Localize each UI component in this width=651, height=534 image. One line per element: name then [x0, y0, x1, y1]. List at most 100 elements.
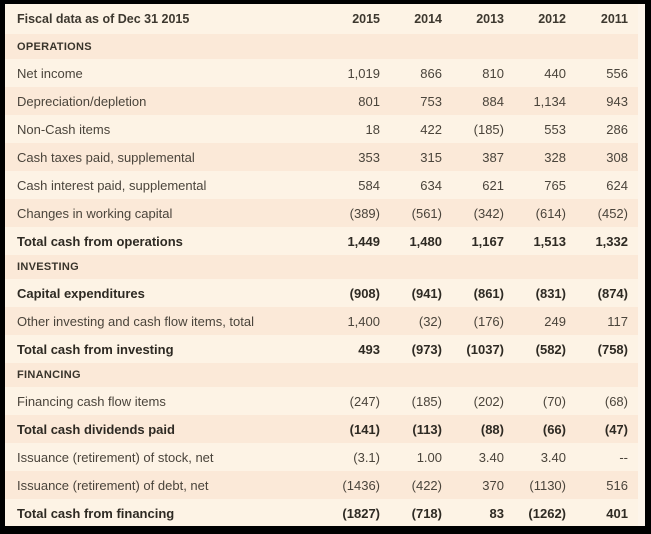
value-cell: 621	[482, 177, 504, 193]
row-label: Issuance (retirement) of stock, net	[17, 449, 214, 465]
value-cell: (141)	[349, 421, 380, 437]
value-cell: (861)	[473, 285, 504, 301]
report-title: Fiscal data as of Dec 31 2015	[17, 12, 190, 26]
value-cell: 3.40	[478, 449, 504, 465]
value-cell: 1,449	[347, 233, 380, 249]
value-cell: (389)	[349, 205, 380, 221]
value-cell: 18	[365, 121, 380, 137]
value-cell: 624	[606, 177, 628, 193]
section-header-operations: OPERATIONS	[5, 34, 645, 59]
value-cell: 1.00	[416, 449, 442, 465]
value-cell: (3.1)	[353, 449, 380, 465]
table-row-financing-items: Financing cash flow items (247) (185) (2…	[5, 387, 645, 415]
row-label: Changes in working capital	[17, 205, 173, 221]
row-label: Financing cash flow items	[17, 393, 166, 409]
value-cell: (941)	[411, 285, 442, 301]
value-cell: (831)	[535, 285, 566, 301]
row-label: Total cash dividends paid	[17, 421, 175, 437]
year-column-header: 2011	[600, 12, 628, 26]
value-cell: (47)	[604, 421, 628, 437]
value-cell: 308	[606, 149, 628, 165]
table-row-total-operations: Total cash from operations 1,449 1,480 1…	[5, 227, 645, 255]
table-row-total-dividends: Total cash dividends paid (141) (113) (8…	[5, 415, 645, 443]
value-cell: 1,480	[409, 233, 442, 249]
value-cell: (1436)	[342, 477, 380, 493]
value-cell: (452)	[597, 205, 628, 221]
table-row-total-financing: Total cash from financing (1827) (718) 8…	[5, 499, 645, 526]
value-cell: 943	[606, 93, 628, 109]
year-column-header: 2013	[476, 12, 504, 26]
year-column-header: 2014	[414, 12, 442, 26]
value-cell: (1037)	[466, 341, 504, 357]
value-cell: 753	[420, 93, 442, 109]
value-cell: (1262)	[528, 505, 566, 521]
value-cell: (113)	[412, 421, 442, 437]
value-cell: 117	[607, 313, 628, 329]
value-cell: 1,019	[347, 65, 380, 81]
value-cell: (185)	[473, 121, 504, 137]
row-label: Non-Cash items	[17, 121, 111, 137]
value-cell: (874)	[597, 285, 628, 301]
value-cell: 315	[420, 149, 442, 165]
value-cell: 387	[482, 149, 504, 165]
section-label: FINANCING	[17, 369, 81, 381]
value-cell: 401	[606, 505, 628, 521]
value-cell: (614)	[535, 205, 566, 221]
value-cell: 556	[606, 65, 628, 81]
value-cell: 3.40	[540, 449, 566, 465]
row-label: Total cash from operations	[17, 233, 183, 249]
value-cell: (202)	[473, 393, 504, 409]
value-cell: 370	[482, 477, 504, 493]
table-row-other-investing: Other investing and cash flow items, tot…	[5, 307, 645, 335]
value-cell: (70)	[542, 393, 566, 409]
value-cell: 634	[420, 177, 442, 193]
value-cell: (561)	[411, 205, 442, 221]
row-label: Other investing and cash flow items, tot…	[17, 313, 255, 329]
value-cell: (582)	[535, 341, 566, 357]
table-row-issuance-stock: Issuance (retirement) of stock, net (3.1…	[5, 443, 645, 471]
table-row-depreciation: Depreciation/depletion 801 753 884 1,134…	[5, 87, 645, 115]
table-row-net-income: Net income 1,019 866 810 440 556	[5, 59, 645, 87]
value-cell: (247)	[349, 393, 380, 409]
row-label: Net income	[17, 65, 83, 81]
value-cell: 353	[358, 149, 380, 165]
row-label: Issuance (retirement) of debt, net	[17, 477, 209, 493]
value-cell: 584	[358, 177, 380, 193]
table-row-capital-expenditures: Capital expenditures (908) (941) (861) (…	[5, 279, 645, 307]
value-cell: (176)	[473, 313, 504, 329]
table-row-total-investing: Total cash from investing 493 (973) (103…	[5, 335, 645, 363]
row-label: Cash interest paid, supplemental	[17, 177, 207, 193]
section-label: INVESTING	[17, 261, 79, 273]
table-row-cash-taxes-paid: Cash taxes paid, supplemental 353 315 38…	[5, 143, 645, 171]
table-row-cash-interest-paid: Cash interest paid, supplemental 584 634…	[5, 171, 645, 199]
value-cell: (66)	[542, 421, 566, 437]
value-cell: 884	[482, 93, 504, 109]
value-cell: (1130)	[529, 477, 566, 493]
value-cell: (68)	[604, 393, 628, 409]
row-label: Capital expenditures	[17, 285, 145, 301]
row-label: Cash taxes paid, supplemental	[17, 149, 195, 165]
value-cell: 328	[544, 149, 566, 165]
section-header-investing: INVESTING	[5, 255, 645, 279]
section-label: OPERATIONS	[17, 40, 92, 53]
value-cell: 866	[420, 65, 442, 81]
value-cell: 1,134	[533, 93, 566, 109]
table-row-non-cash-items: Non-Cash items 18 422 (185) 553 286	[5, 115, 645, 143]
value-cell: 440	[544, 65, 566, 81]
year-column-header: 2015	[352, 12, 380, 26]
value-cell: (908)	[349, 285, 380, 301]
value-cell: (342)	[473, 205, 504, 221]
value-cell: (973)	[411, 341, 442, 357]
value-cell: (185)	[411, 393, 442, 409]
right-gutter	[638, 4, 645, 526]
table-row-issuance-debt: Issuance (retirement) of debt, net (1436…	[5, 471, 645, 499]
value-cell: 83	[489, 505, 504, 521]
value-cell: 286	[606, 121, 628, 137]
table-row-working-capital: Changes in working capital (389) (561) (…	[5, 199, 645, 227]
value-cell: (88)	[480, 421, 504, 437]
value-cell: (32)	[418, 313, 442, 329]
value-cell: (1827)	[342, 505, 380, 521]
row-label: Depreciation/depletion	[17, 93, 147, 109]
table-header-row: Fiscal data as of Dec 31 2015 2015 2014 …	[5, 4, 645, 34]
